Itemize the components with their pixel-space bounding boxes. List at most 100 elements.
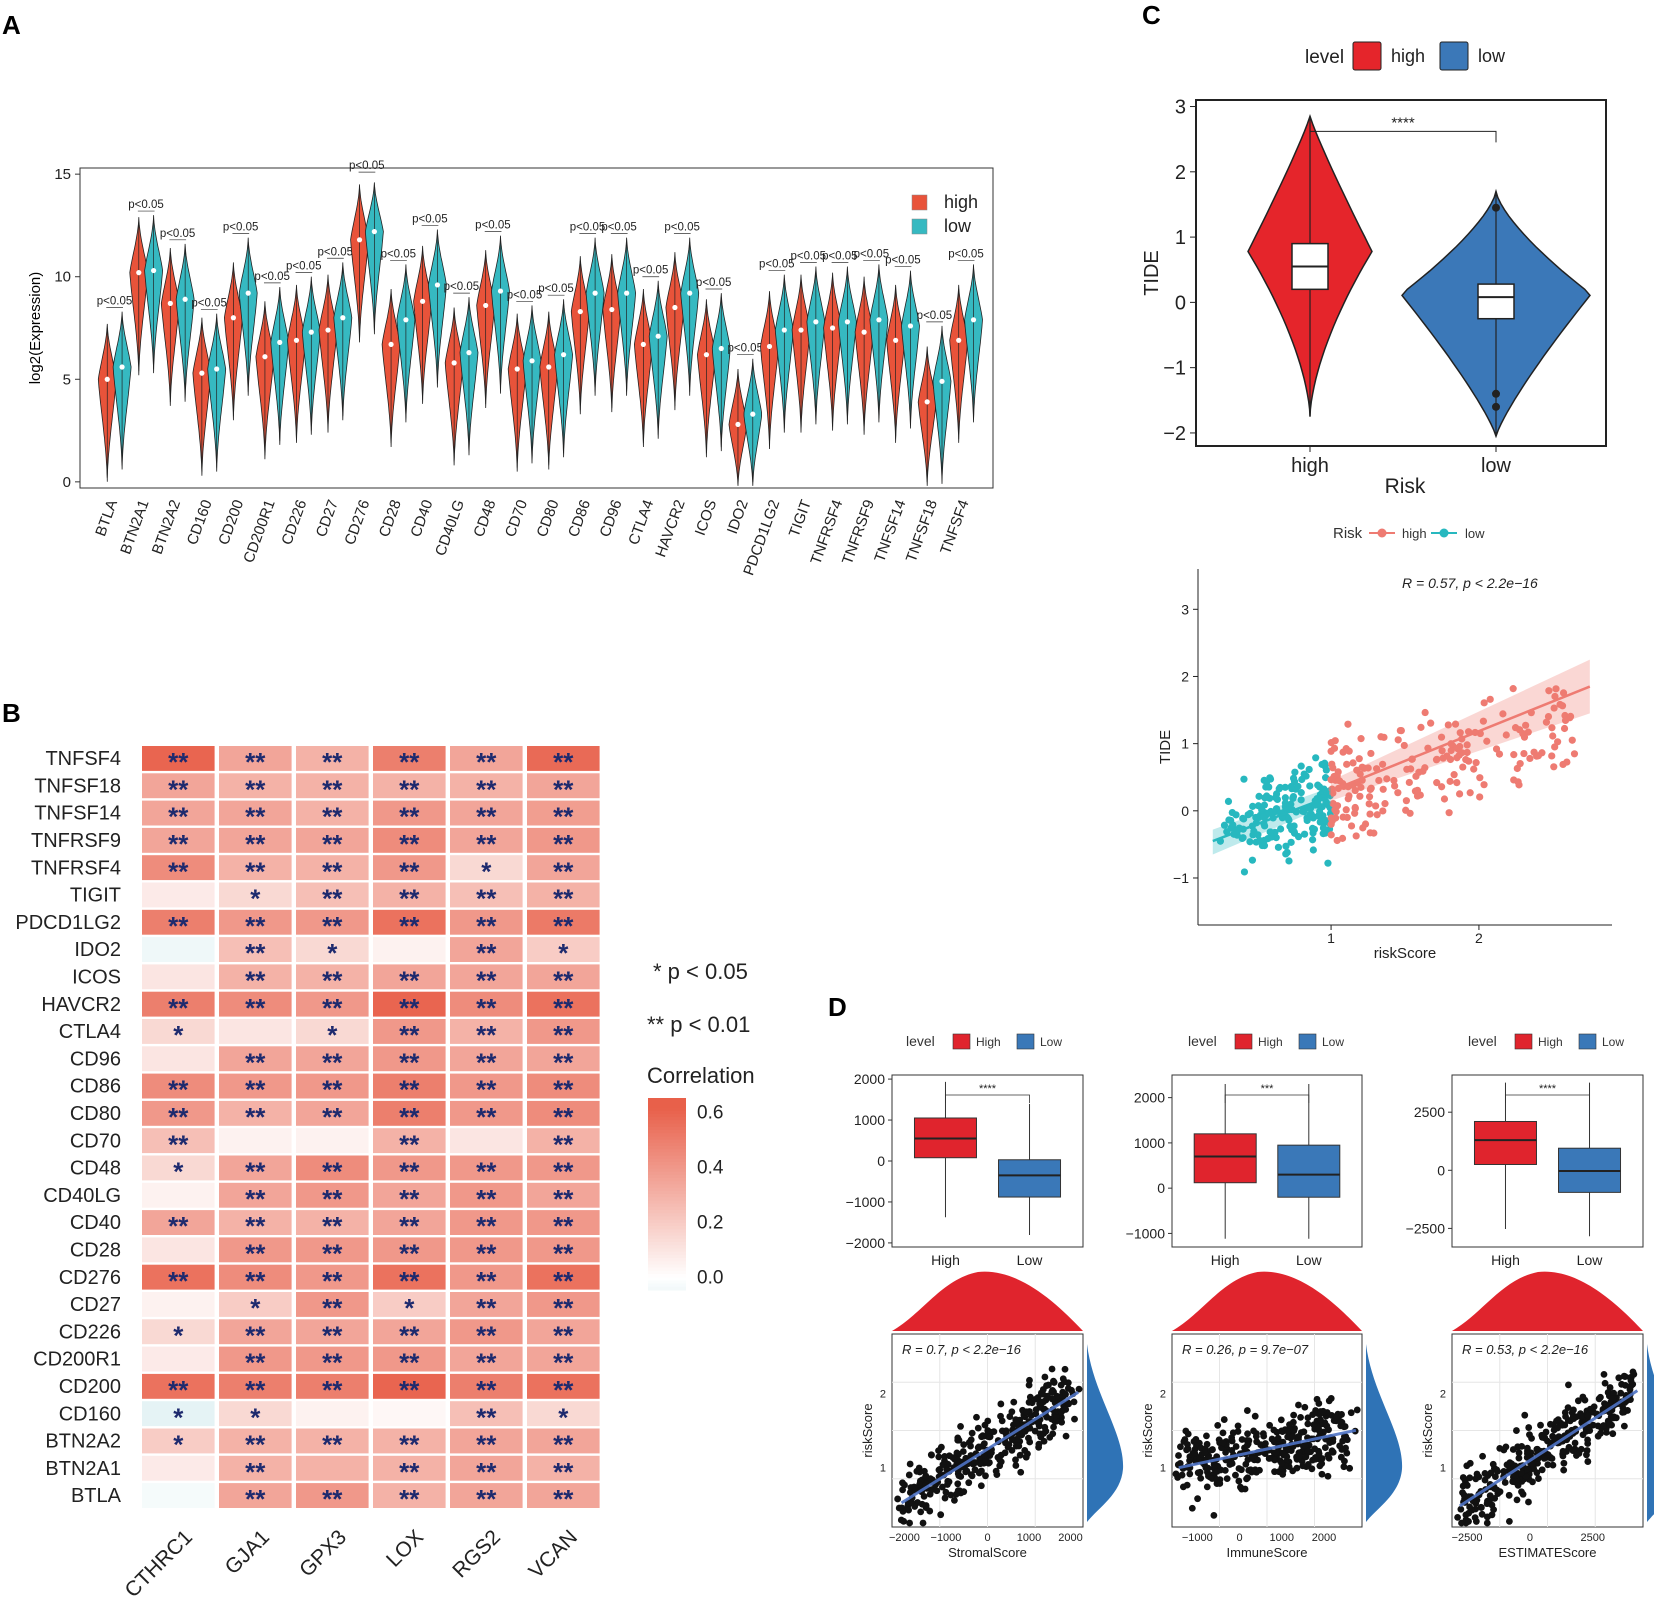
scatter-point <box>1244 1430 1251 1438</box>
scatter-point-low <box>1297 789 1305 797</box>
colorbar-segment <box>648 1222 686 1227</box>
significance-star: ** <box>322 1348 343 1378</box>
scatter-point <box>1052 1417 1060 1425</box>
significance-star: ** <box>553 1266 574 1296</box>
scatter-point <box>1301 1403 1309 1411</box>
x-tick-label-CD200: CD200 <box>215 498 247 548</box>
scatter-point-high <box>1364 764 1372 772</box>
significance-star: ** <box>553 1020 574 1050</box>
heatmap-cell-CD276-RGS2 <box>450 1264 523 1290</box>
scatter-point <box>1465 1518 1472 1525</box>
scatter-point <box>960 1488 968 1496</box>
scatter-point <box>1050 1423 1057 1431</box>
scatter-point-low <box>1255 792 1263 800</box>
significance-star: ** <box>322 1293 343 1323</box>
significance-star: * <box>250 1293 261 1323</box>
scatter-point <box>1210 1511 1218 1519</box>
heatmap-cell-CD28-LOX <box>373 1237 446 1263</box>
y-tick-label: 0 <box>63 474 71 491</box>
significance-star: ** <box>553 884 574 914</box>
scatter-point-high <box>1383 775 1391 783</box>
significance-star: ** <box>553 1430 574 1460</box>
scatter-point-low <box>1314 781 1322 789</box>
heatmap-cell-CD96-CTHRC1 <box>142 1046 215 1072</box>
significance-star: ** <box>399 1102 420 1132</box>
x-tick-label-CD80: CD80 <box>534 498 563 540</box>
legend-label-high: High <box>1258 1035 1283 1049</box>
heatmap-cell-HAVCR2-CTHRC1 <box>142 991 215 1017</box>
scatter-point <box>1481 1476 1489 1484</box>
y-tick-label: 0 <box>877 1153 885 1169</box>
significance-star: ** <box>476 1020 497 1050</box>
panel-c-scatter-chart: Risk high low 3 2 1 0 −1 1 2 riskScore TIDE R = 0.57… <box>1157 525 1612 962</box>
scatter-point <box>1039 1386 1047 1393</box>
significance-star: ** <box>476 1211 497 1241</box>
heatmap-cell-TNFRSF4-RGS2 <box>450 855 523 881</box>
scatter-point <box>1062 1390 1069 1398</box>
significance-star: ** <box>476 1402 497 1432</box>
significance-star: ** <box>168 1075 189 1105</box>
scatter-point-high <box>1421 708 1429 717</box>
scatter-point-high <box>1548 752 1556 760</box>
colorbar-segment <box>648 1178 686 1182</box>
scatter-point <box>1518 1488 1525 1496</box>
scatter-point-high <box>1513 764 1521 773</box>
scatter-point <box>1353 1406 1361 1414</box>
panel-label-d: D <box>828 992 847 1022</box>
scatter-point <box>1262 1440 1269 1447</box>
heatmap-cell-CD40-GJA1 <box>219 1210 292 1235</box>
x-tick-label: high <box>1291 455 1329 477</box>
scatter-point <box>1245 1437 1253 1445</box>
significance-star: * <box>404 1293 415 1323</box>
colorbar-segment <box>648 1251 686 1256</box>
pvalue-label-CD86: p<0.05 <box>570 222 606 234</box>
colorbar-segment <box>648 1107 686 1112</box>
significance-star: ** <box>399 1266 420 1296</box>
scatter-point-high <box>1357 783 1365 791</box>
scatter-point-high <box>1560 724 1569 733</box>
colorbar-segment <box>648 1286 686 1291</box>
x-tick-label: 2000 <box>1312 1532 1336 1544</box>
heatmap-row-label-CD40LG: CD40LG <box>43 1185 121 1207</box>
x-tick-label-TIGIT: TIGIT <box>786 498 815 540</box>
heatmap-cell-ICOS-GPX3 <box>296 964 369 990</box>
x-tick-label: 0 <box>1527 1532 1533 1544</box>
scatter-point-high <box>1381 800 1389 808</box>
scatter-point <box>959 1448 967 1455</box>
scatter-point <box>997 1400 1005 1408</box>
heatmap-cell-CD96-LOX <box>373 1046 446 1072</box>
scatter-point <box>1535 1475 1542 1482</box>
scatter-point-high <box>1459 763 1467 771</box>
violin-median-low-CD40LG <box>466 350 472 356</box>
scatter-point <box>1488 1511 1496 1519</box>
scatter-point <box>1025 1398 1033 1406</box>
scatter-point-high <box>1415 768 1423 776</box>
legend-key-high <box>1352 41 1382 71</box>
significance-star: ** <box>553 1293 574 1323</box>
scatter-point <box>1337 1418 1344 1425</box>
heatmap-cell-CD28-GJA1 <box>219 1237 292 1263</box>
scatter-point-high <box>1559 760 1567 769</box>
scatter-point <box>938 1483 946 1491</box>
scatter-point-high <box>1463 741 1471 749</box>
y-tick-label: 1000 <box>1134 1135 1165 1151</box>
heatmap-cell-CD40LG-VCAN <box>527 1182 600 1208</box>
legend-dot-low <box>1439 528 1449 538</box>
significance-star: ** <box>399 966 420 996</box>
significance-star: ** <box>322 1075 343 1105</box>
significance-star: ** <box>553 1184 574 1214</box>
y-axis-title: log2(Expression) <box>27 272 44 385</box>
scatter-point-low <box>1287 838 1295 846</box>
colorbar-segment <box>648 1238 686 1243</box>
scatter-point-high <box>1338 834 1347 842</box>
heatmap-cell-PDCD1LG2-CTHRC1 <box>142 909 215 935</box>
scatter-point <box>1328 1447 1336 1455</box>
x-tick-label: −1000 <box>931 1532 962 1544</box>
scatter-point <box>981 1421 989 1429</box>
significance-star: * <box>327 938 338 968</box>
scatter-point-high <box>1365 800 1373 808</box>
scatter-point-low <box>1272 793 1280 802</box>
scatter-point <box>1250 1427 1257 1435</box>
scatter-point <box>1490 1506 1497 1514</box>
heatmap-cell-BTLA-GPX3 <box>296 1483 369 1508</box>
